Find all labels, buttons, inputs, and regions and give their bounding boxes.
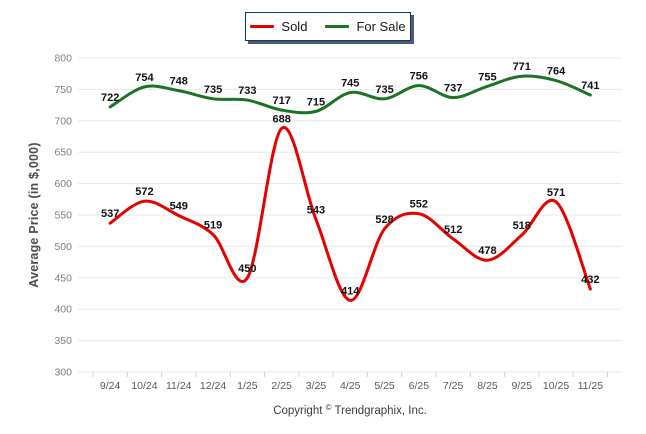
data-label: 512: [444, 224, 462, 236]
for-sale-line: [108, 74, 592, 115]
data-label: 571: [547, 187, 565, 199]
x-tick-label: 11/25: [578, 380, 604, 392]
y-tick-label: 800: [54, 53, 72, 65]
y-tick-label: 500: [54, 241, 72, 253]
data-label: 735: [204, 84, 222, 96]
sold-line-swatch: [250, 25, 275, 28]
data-label: 537: [101, 208, 119, 220]
data-label: 735: [375, 84, 393, 96]
x-tick-label: 12/24: [200, 380, 226, 392]
data-label: 572: [135, 186, 153, 198]
x-tick-label: 5/25: [374, 380, 395, 392]
data-label: 450: [238, 263, 256, 275]
legend-item-for-sale: For Sale: [325, 19, 406, 34]
data-label: 528: [375, 214, 393, 226]
x-tick-label: 10/25: [543, 380, 569, 392]
y-tick-label: 700: [54, 115, 72, 127]
data-label: 432: [581, 274, 599, 286]
x-tick-label: 9/24: [100, 380, 121, 392]
data-label: 737: [444, 83, 462, 95]
legend-label-sold: Sold: [281, 19, 308, 34]
y-tick-label: 450: [54, 272, 72, 284]
y-axis-title: Average Price (in $,000): [27, 142, 41, 288]
data-label: 715: [307, 96, 325, 108]
data-label: 771: [513, 61, 531, 73]
y-tick-label: 350: [54, 335, 72, 347]
data-label: 733: [238, 85, 256, 97]
data-label: 518: [513, 220, 531, 232]
data-label: 414: [341, 285, 360, 297]
data-labels: 537 572 549 519 450 688 543 414 528 552 512 478 518 5…: [101, 61, 600, 297]
x-tick-label: 11/24: [166, 380, 192, 392]
data-label: 543: [307, 204, 325, 216]
y-tick-label: 300: [54, 367, 72, 379]
y-tick-label: 400: [54, 304, 72, 316]
copyright-company: Trendgraphix, Inc.: [334, 405, 427, 417]
data-label: 519: [204, 219, 222, 231]
data-label: 756: [410, 71, 428, 83]
data-label: 745: [341, 78, 359, 90]
data-label: 722: [101, 92, 119, 104]
for-sale-line-swatch: [325, 25, 350, 28]
x-tick-label: 8/25: [477, 380, 498, 392]
y-tick-label: 750: [54, 84, 72, 96]
x-tick-label: 10/24: [131, 380, 157, 392]
data-label: 688: [272, 113, 290, 125]
chart-legend: Sold For Sale: [245, 12, 411, 41]
legend-label-for-sale: For Sale: [356, 19, 406, 34]
data-label: 764: [547, 66, 566, 78]
y-grid: 300 350 400 450 500 550 600 650 700 750 800: [54, 53, 622, 379]
copyright-symbol: ©: [325, 403, 332, 412]
x-tick-label: 4/25: [340, 380, 361, 392]
copyright-word: Copyright: [273, 405, 323, 417]
sold-line: [108, 126, 592, 302]
y-tick-label: 650: [54, 147, 72, 159]
x-tick-label: 1/25: [237, 380, 258, 392]
data-label: 717: [272, 95, 290, 107]
data-label: 552: [410, 199, 428, 211]
x-tick-label: 7/25: [443, 380, 464, 392]
copyright-text: Copyright © Trendgraphix, Inc.: [78, 403, 622, 417]
data-label: 478: [478, 245, 496, 257]
data-label: 755: [478, 71, 496, 83]
y-tick-label: 600: [54, 178, 72, 190]
data-label: 748: [170, 76, 188, 88]
x-tick-label: 9/25: [512, 380, 533, 392]
x-tick-label: 6/25: [409, 380, 430, 392]
x-tick-label: 2/25: [271, 380, 292, 392]
data-label: 549: [170, 201, 188, 213]
x-tick-label: 3/25: [306, 380, 327, 392]
data-label: 741: [581, 80, 599, 92]
data-label: 754: [135, 72, 154, 84]
y-tick-label: 550: [54, 210, 72, 222]
legend-item-sold: Sold: [250, 20, 307, 33]
x-axis: 9/24 10/24 11/24 12/24 1/25 2/25 3/25 4/25 5/25 6…: [92, 372, 608, 392]
